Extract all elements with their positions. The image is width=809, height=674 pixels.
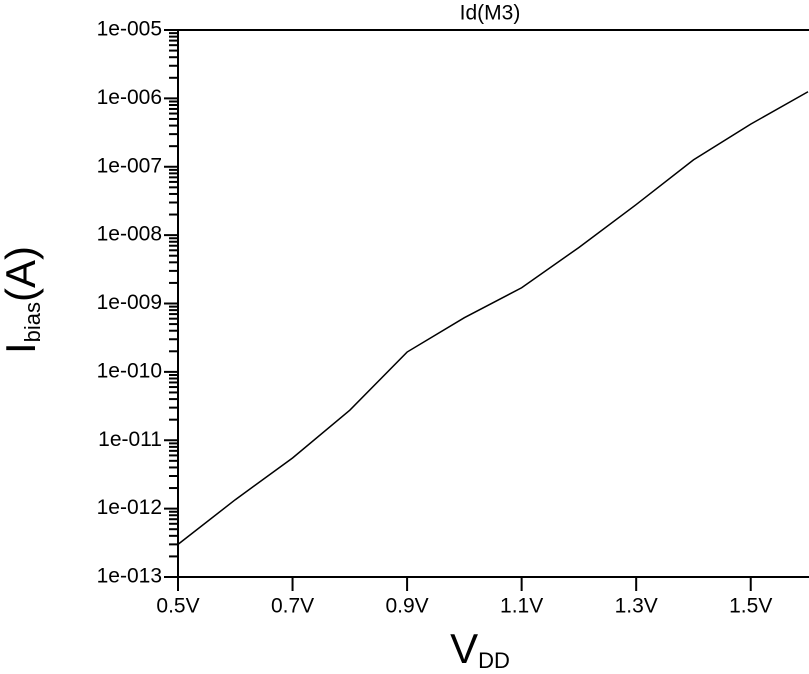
y-tick-label: 1e-009	[97, 291, 162, 314]
x-tick-label: 0.9V	[385, 595, 428, 618]
x-tick-label: 0.5V	[156, 595, 199, 618]
y-label-sub: bias	[20, 302, 45, 342]
y-tick-label: 1e-005	[97, 18, 162, 41]
y-tick-label: 1e-013	[97, 565, 162, 588]
chart-title: Id(M3)	[460, 2, 521, 25]
x-tick-label: 1.1V	[500, 595, 543, 618]
y-tick-label: 1e-010	[97, 359, 162, 382]
y-tick-label: 1e-012	[97, 496, 162, 519]
x-axis-label: VDD	[450, 625, 510, 673]
series-line	[177, 91, 809, 545]
x-tick-label: 0.7V	[271, 595, 314, 618]
y-axis-label: Ibias(A)	[0, 246, 45, 354]
y-tick-label: 1e-007	[97, 154, 162, 177]
x-tick-label: 1.5V	[729, 595, 772, 618]
y-tick-label: 1e-008	[97, 223, 162, 246]
y-tick-label: 1e-006	[97, 86, 162, 109]
x-tick-label: 1.3V	[615, 595, 658, 618]
y-label-main: I	[0, 342, 44, 354]
y-tick-label: 1e-011	[98, 428, 162, 451]
y-label-unit: (A)	[0, 246, 44, 302]
x-label-sub: DD	[478, 648, 510, 673]
x-label-main: V	[450, 625, 478, 672]
